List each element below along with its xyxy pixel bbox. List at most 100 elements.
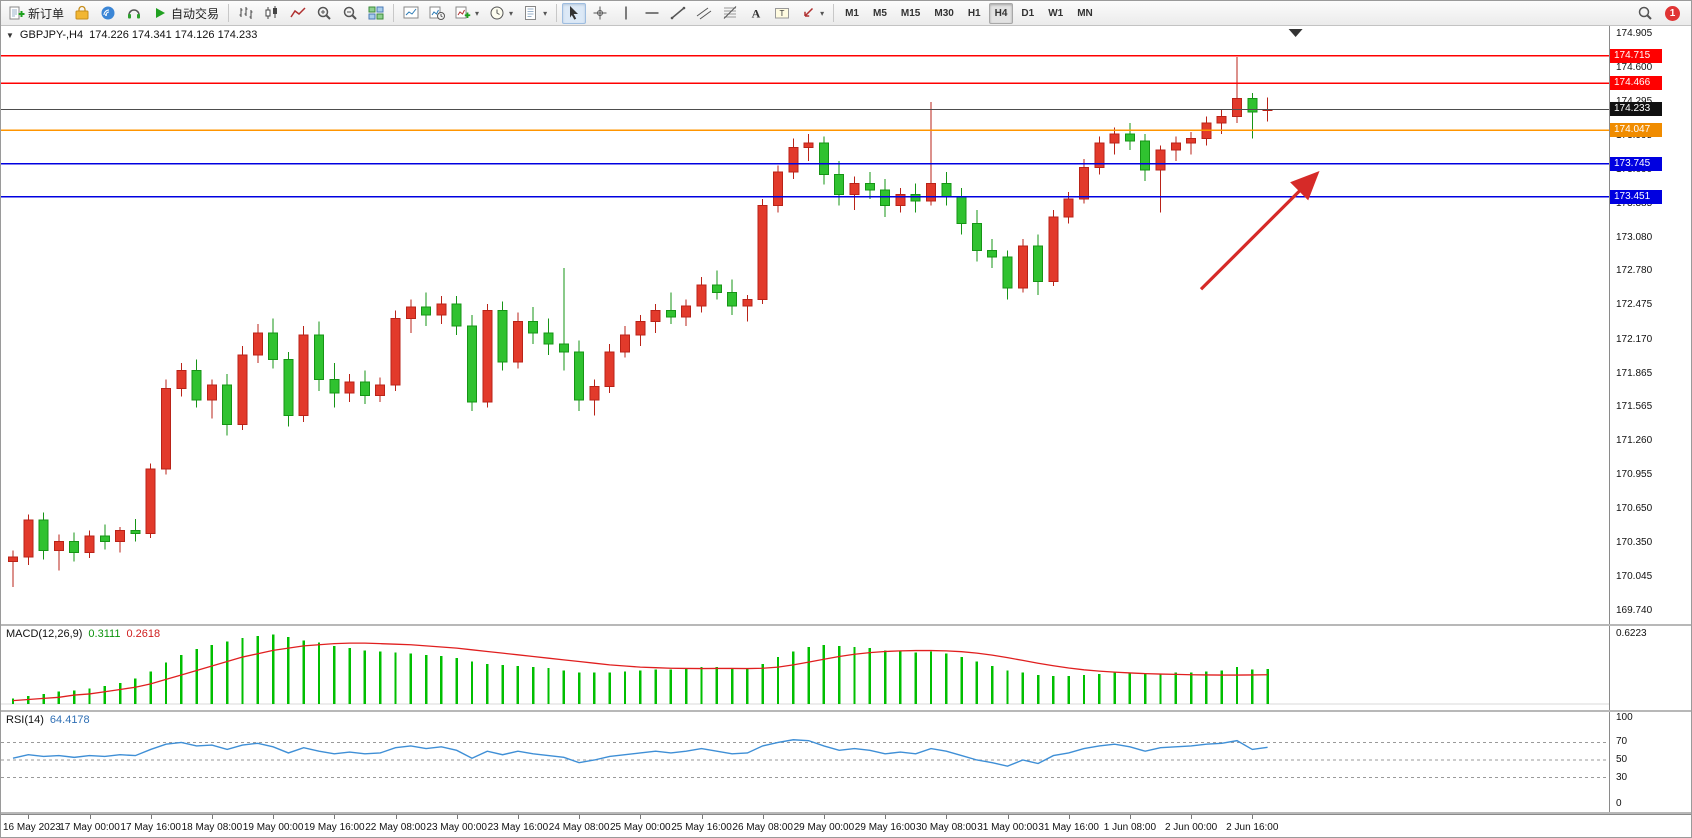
trendline-button[interactable] (666, 3, 690, 24)
time-tick (28, 815, 30, 819)
fibo-icon (722, 5, 738, 21)
svg-text:T: T (780, 9, 785, 18)
price-tick-label: 172.170 (1616, 333, 1653, 345)
headset-icon (126, 5, 142, 21)
panel-resize-handle[interactable] (1, 710, 1691, 712)
crosshair-button[interactable] (588, 3, 612, 24)
price-level-tag: 173.745 (1610, 156, 1662, 171)
timeframe-h1-button[interactable]: H1 (962, 3, 987, 24)
chart-shift-marker[interactable] (1288, 29, 1303, 37)
support-button[interactable] (122, 3, 146, 24)
time-label: 17 May 16:00 (120, 822, 181, 833)
time-tick (885, 815, 887, 819)
time-label: 30 May 08:00 (915, 822, 977, 833)
macd-signal-value: 0.2618 (126, 628, 161, 640)
clock-icon (489, 5, 505, 21)
periods-button[interactable]: ▾ (485, 3, 517, 24)
notification-badge[interactable]: 1 (1665, 5, 1680, 21)
svg-text:A: A (752, 7, 761, 21)
timeframe-w1-button[interactable]: W1 (1042, 3, 1069, 24)
text-icon: A (748, 5, 764, 21)
timeframe-m5-button[interactable]: M5 (867, 3, 893, 24)
tile-windows-button[interactable] (364, 3, 388, 24)
objects-list-button[interactable] (425, 3, 449, 24)
candles-icon (264, 5, 280, 21)
time-tick (640, 815, 642, 819)
macd-panel: MACD(12,26,9) 0.3111 0.2618 0.6223 (1, 626, 1691, 710)
rsi-tick-label: 50 (1616, 754, 1628, 765)
text-label-button[interactable]: T (770, 3, 794, 24)
chart-add-icon (455, 5, 471, 21)
signals-button[interactable] (96, 3, 120, 24)
timeframe-mn-button[interactable]: MN (1071, 3, 1099, 24)
zoom-out-button[interactable] (338, 3, 362, 24)
time-label: 16 May 2023 (3, 822, 61, 833)
time-tick (456, 815, 458, 819)
time-label: 22 May 08:00 (365, 822, 426, 833)
price-axis[interactable]: 174.905174.600174.295173.995173.690173.3… (1609, 26, 1691, 624)
price-tick-label: 174.905 (1616, 28, 1653, 40)
button-label: MN (1077, 7, 1093, 19)
button-label: M15 (900, 7, 921, 19)
candle-chart-button[interactable] (260, 3, 284, 24)
symbol-period-label: GBPJPY-,H4 (19, 29, 84, 41)
price-tick-label: 170.955 (1616, 469, 1653, 481)
line-chart-button[interactable] (286, 3, 310, 24)
zoom-in-button[interactable] (312, 3, 336, 24)
trend-arrow-annotation[interactable] (1199, 170, 1320, 291)
cursor-button[interactable] (562, 2, 587, 24)
rsi-plot[interactable] (1, 712, 1611, 812)
toolbar-separator (393, 4, 395, 22)
arrows-button[interactable]: ▾ (796, 3, 828, 24)
price-tick-label: 171.865 (1616, 367, 1653, 379)
search-button[interactable] (1633, 3, 1657, 24)
new-order-button[interactable]: 新订单 (5, 3, 68, 24)
rsi-panel: RSI(14) 64.4178 100 70 50 30 0 (1, 712, 1691, 812)
templates-button[interactable]: ▾ (519, 3, 551, 24)
horizontal-line-button[interactable] (640, 3, 664, 24)
autotrading-button[interactable]: 自动交易 (148, 3, 223, 24)
time-tick (211, 815, 213, 819)
toolbar-separator (833, 4, 835, 22)
chart-up-icon (403, 5, 419, 21)
equidistant-channel-button[interactable] (692, 3, 716, 24)
timeframe-h4-button[interactable]: H4 (988, 2, 1014, 24)
rsi-axis[interactable]: 100 70 50 30 0 (1609, 712, 1691, 812)
timeframe-m1-button[interactable]: M1 (839, 3, 865, 24)
vertical-line-button[interactable] (614, 3, 638, 24)
candlestick-plot[interactable] (1, 26, 1611, 624)
market-button[interactable] (70, 3, 94, 24)
indicators-list-button[interactable] (399, 3, 423, 24)
rsi-label: RSI(14) 64.4178 (6, 714, 90, 726)
panel-resize-handle[interactable] (1, 812, 1691, 814)
fibonacci-button[interactable] (718, 3, 742, 24)
panel-resize-handle[interactable] (1, 624, 1691, 626)
button-label: M1 (845, 7, 859, 19)
time-axis[interactable]: 16 May 2023 17 May 00:00 17 May 16:00 18 Ma… (1, 814, 1691, 837)
price-level-tag: 174.047 (1610, 123, 1662, 138)
toolbar-separator (556, 4, 558, 22)
new-chart-button[interactable]: ▾ (451, 3, 483, 24)
time-tick (395, 815, 397, 819)
macd-axis-max: 0.6223 (1616, 628, 1647, 639)
collapse-triangle-icon[interactable]: ▼ (6, 30, 14, 40)
button-label: M5 (873, 7, 887, 19)
text-button[interactable]: A (744, 3, 768, 24)
chart-window: ▼ GBPJPY-,H4 174.226 174.341 174.126 174… (1, 26, 1691, 837)
timeframe-m30-button[interactable]: M30 (928, 3, 959, 24)
button-label: M30 (934, 7, 954, 19)
time-label: 18 May 08:00 (181, 822, 243, 833)
time-tick (89, 815, 91, 819)
bar-chart-button[interactable] (234, 3, 258, 24)
time-tick (1129, 815, 1131, 819)
price-tick-label: 172.475 (1616, 299, 1653, 311)
timeframe-m15-button[interactable]: M15 (895, 3, 926, 24)
tiles-icon (368, 5, 384, 21)
arrows-icon (800, 5, 816, 21)
macd-axis[interactable]: 0.6223 (1609, 626, 1691, 710)
macd-plot[interactable] (1, 626, 1611, 710)
timeframe-d1-button[interactable]: D1 (1015, 3, 1040, 24)
vline-icon (618, 5, 634, 21)
macd-value: 0.3111 (88, 628, 121, 640)
time-tick (946, 815, 948, 819)
